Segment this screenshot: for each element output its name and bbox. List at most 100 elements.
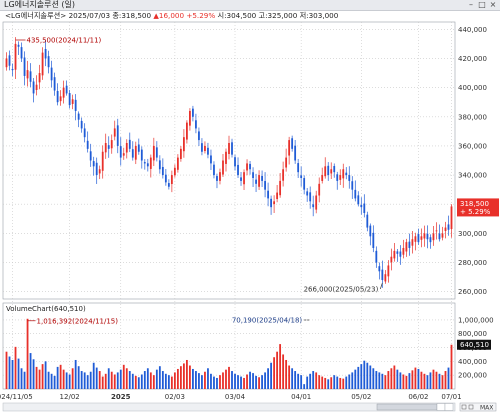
volume-bar — [327, 379, 330, 389]
volume-bar — [225, 369, 227, 389]
zoom-control[interactable] — [459, 402, 497, 412]
volume-bar — [405, 375, 408, 389]
candle-body — [32, 81, 35, 94]
header-date: 2025/07/03 — [69, 11, 113, 20]
close-icon[interactable]: × — [489, 0, 497, 9]
volume-bar — [164, 373, 167, 389]
candle-body — [38, 73, 41, 83]
candle-body — [65, 85, 68, 94]
candle-body — [336, 174, 339, 181]
volume-bar — [354, 369, 357, 389]
candle-body — [26, 70, 29, 79]
candle-body — [321, 175, 324, 181]
volume-y-tick-label: 800,000 — [458, 330, 487, 338]
horizontal-scrollbar[interactable] — [2, 402, 456, 412]
candle-body — [20, 47, 23, 59]
candle-body — [216, 176, 218, 181]
candle-body — [113, 128, 116, 137]
volume-bar — [182, 363, 185, 389]
volume-bar — [26, 318, 29, 389]
candle-body — [378, 266, 381, 272]
candle-body — [155, 147, 158, 158]
minimize-icon[interactable]: – — [469, 0, 473, 9]
volume-bar — [246, 374, 248, 389]
candle-body — [107, 145, 110, 149]
candle-body — [173, 167, 176, 176]
volume-bar — [5, 351, 8, 389]
volume-bar — [122, 364, 125, 389]
volume-bar — [216, 377, 218, 389]
candle-body — [429, 237, 432, 243]
candle-body — [8, 55, 11, 66]
candle-body — [131, 149, 134, 158]
volume-bar — [402, 374, 405, 389]
volume-bar — [261, 375, 263, 389]
candle-body — [444, 227, 447, 231]
candle-body — [312, 204, 315, 208]
candle-body — [161, 166, 164, 176]
candle-body — [44, 49, 47, 59]
candle-body — [294, 145, 297, 161]
candle-body — [411, 239, 414, 246]
candle-body — [240, 177, 242, 181]
volume-bar — [68, 374, 71, 389]
candle-body — [366, 214, 369, 228]
candle-body — [182, 137, 185, 152]
header-name: <LG에너지솔루션> — [5, 11, 69, 20]
candle-body — [420, 236, 423, 240]
window-title: LG에너지솔루션 (일) — [4, 0, 75, 9]
volume-bar — [321, 376, 324, 389]
candle-body — [134, 145, 137, 160]
volume-bar — [89, 371, 92, 389]
chart-canvas: <LG에너지솔루션> 2025/07/03 종:318,500 ▲16,000 … — [0, 11, 499, 412]
candle-body — [375, 250, 378, 263]
candle-body — [390, 256, 393, 263]
candle-body — [152, 145, 155, 161]
candle-body — [282, 169, 285, 181]
candle-body — [164, 174, 167, 183]
scroll-left-button[interactable] — [436, 403, 446, 411]
zoom-in-icon[interactable] — [468, 404, 474, 410]
volume-bar — [273, 357, 276, 389]
maximize-icon[interactable]: □ — [478, 0, 486, 9]
volume-bar — [71, 368, 74, 389]
price-y-tick-label: 380,000 — [458, 113, 487, 121]
volume-bar — [8, 356, 11, 389]
x-tick-label: 2024/11/05 — [0, 393, 33, 401]
candle-body — [219, 172, 221, 181]
volume-bar — [192, 368, 194, 389]
volume-bar — [140, 374, 143, 389]
volume-bar — [399, 372, 402, 389]
candle-body — [68, 93, 71, 106]
scroll-right-button[interactable] — [444, 403, 454, 411]
candle-body — [47, 56, 50, 68]
candle-body — [234, 157, 236, 167]
volume-bar — [134, 375, 137, 389]
header-open: 시:304,500 — [217, 11, 258, 20]
candle-body — [426, 233, 429, 240]
volume-bar — [375, 371, 378, 389]
candle-body — [261, 175, 263, 181]
volume-bar — [366, 362, 369, 389]
volume-bar — [23, 371, 26, 389]
volume-bar — [318, 375, 321, 389]
volume-bar — [420, 371, 423, 389]
volume-bar — [32, 359, 35, 389]
volume-bar — [267, 368, 269, 389]
scrollbar-thumb[interactable] — [376, 403, 438, 411]
price-tag-pct: + 5.29% — [460, 208, 491, 216]
volume-bar — [17, 358, 20, 389]
volume-bar — [282, 354, 285, 389]
candle-body — [29, 71, 32, 82]
zoom-out-icon[interactable] — [461, 404, 467, 410]
vol-min-annotation: 70,190(2025/04/18) — [232, 317, 303, 325]
candle-body — [225, 151, 227, 164]
candle-body — [381, 269, 384, 281]
volume-bar — [435, 371, 438, 389]
volume-bar — [95, 367, 98, 389]
candle-body — [17, 44, 20, 47]
candle-body — [435, 230, 438, 232]
volume-bar — [351, 372, 354, 389]
volume-bar — [80, 371, 83, 389]
candle-body — [167, 183, 170, 187]
